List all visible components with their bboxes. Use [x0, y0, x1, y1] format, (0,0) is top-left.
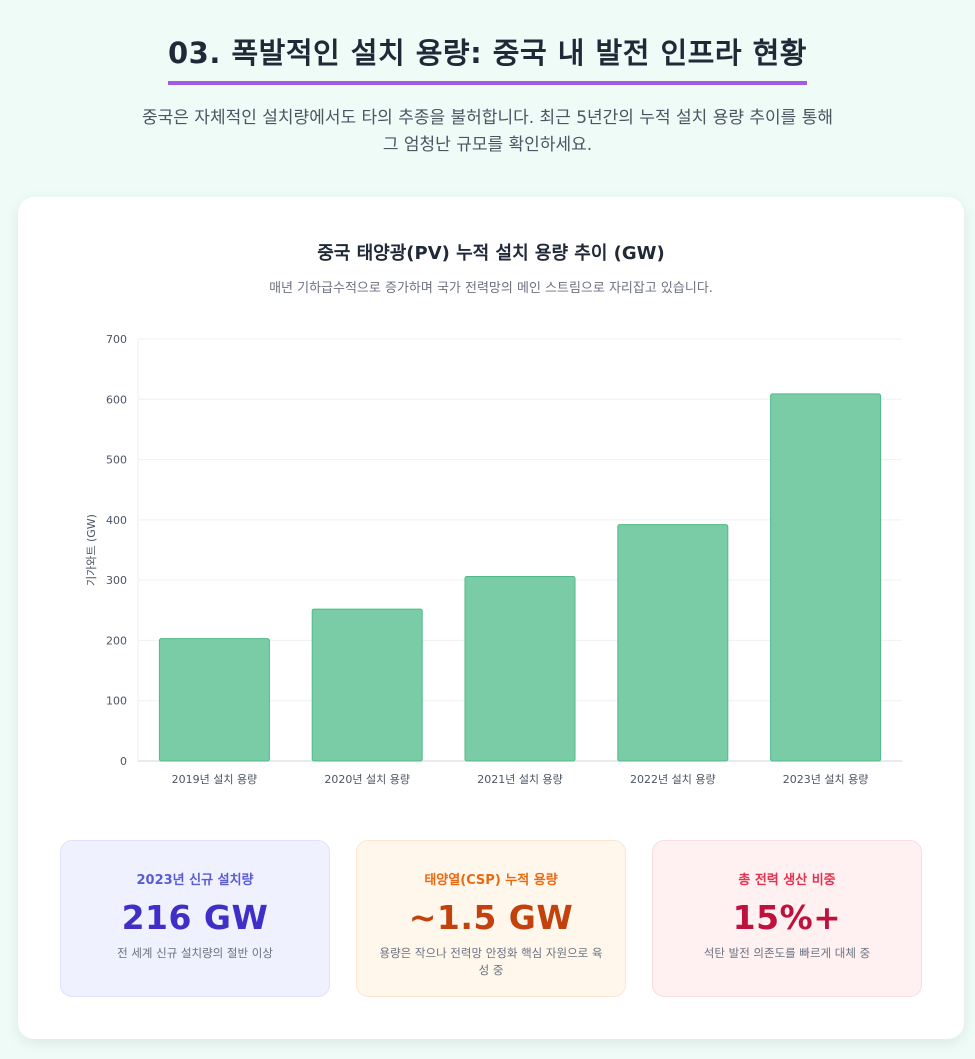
y-tick-label: 600: [106, 393, 127, 406]
bar-chart: 0 100 200 300 400 500 600 700 기가와트 (GW) 2019년 설치 …: [85, 333, 902, 786]
chart-card: 중국 태양광(PV) 누적 설치 용량 추이 (GW) 매년 기하급수적으로 증…: [18, 197, 964, 1039]
y-tick-label: 200: [106, 634, 127, 647]
y-tick-label: 300: [106, 574, 127, 587]
page-header: 03. 폭발적인 설치 용량: 중국 내 발전 인프라 현황 중국은 자체적인 …: [0, 0, 975, 159]
stat-desc: 전 세계 신규 설치량의 절반 이상: [117, 946, 273, 960]
stat-value: 15%+: [732, 898, 842, 937]
y-tick-label: 100: [106, 695, 127, 708]
y-tick-label: 700: [106, 333, 127, 346]
bar: [464, 576, 576, 762]
page-title: 03. 폭발적인 설치 용량: 중국 내 발전 인프라 현황: [168, 30, 807, 85]
bar: [770, 393, 882, 762]
x-tick-label: 2023년 설치 용량: [783, 773, 869, 786]
chart-title: 중국 태양광(PV) 누적 설치 용량 추이 (GW): [317, 243, 665, 264]
stat-desc: 석탄 발전 의존도를 빠르게 대체 중: [703, 946, 871, 960]
y-tick-label: 400: [106, 514, 127, 527]
stat-desc: 용량은 작으나 전력망 안정화 핵심 자원으로 육성 중: [379, 946, 603, 977]
stat-card-new-install: 2023년 신규 설치량 216 GW 전 세계 신규 설치량의 절반 이상: [60, 840, 330, 997]
y-tick-label: 500: [106, 454, 127, 467]
page-title-wrap: 03. 폭발적인 설치 용량: 중국 내 발전 인프라 현황: [168, 30, 807, 85]
x-tick-label: 2019년 설치 용량: [172, 773, 258, 786]
stat-label: 2023년 신규 설치량: [136, 873, 254, 888]
stat-label: 총 전력 생산 비중: [738, 873, 836, 888]
bar: [311, 608, 423, 762]
stat-value: ~1.5 GW: [408, 898, 574, 937]
y-tick-label: 0: [120, 755, 127, 768]
stat-value: 216 GW: [121, 898, 269, 937]
page-subtitle: 중국은 자체적인 설치량에서도 타의 추종을 불허합니다. 최근 5년간의 누적…: [141, 108, 834, 155]
y-axis-label: 기가와트 (GW): [85, 514, 98, 586]
bar: [617, 524, 729, 762]
x-tick-label: 2021년 설치 용량: [477, 773, 563, 786]
stat-card-csp-capacity: 태양열(CSP) 누적 용량 ~1.5 GW 용량은 작으나 전력망 안정화 핵…: [356, 840, 626, 997]
chart-subtitle: 매년 기하급수적으로 증가하며 국가 전력망의 메인 스트림으로 자리잡고 있습…: [269, 281, 713, 296]
stat-label: 태양열(CSP) 누적 용량: [424, 873, 558, 888]
x-tick-label: 2022년 설치 용량: [630, 773, 716, 786]
x-tick-label: 2020년 설치 용량: [324, 773, 410, 786]
bar: [158, 638, 270, 762]
stat-card-power-share: 총 전력 생산 비중 15%+ 석탄 발전 의존도를 빠르게 대체 중: [652, 840, 922, 997]
